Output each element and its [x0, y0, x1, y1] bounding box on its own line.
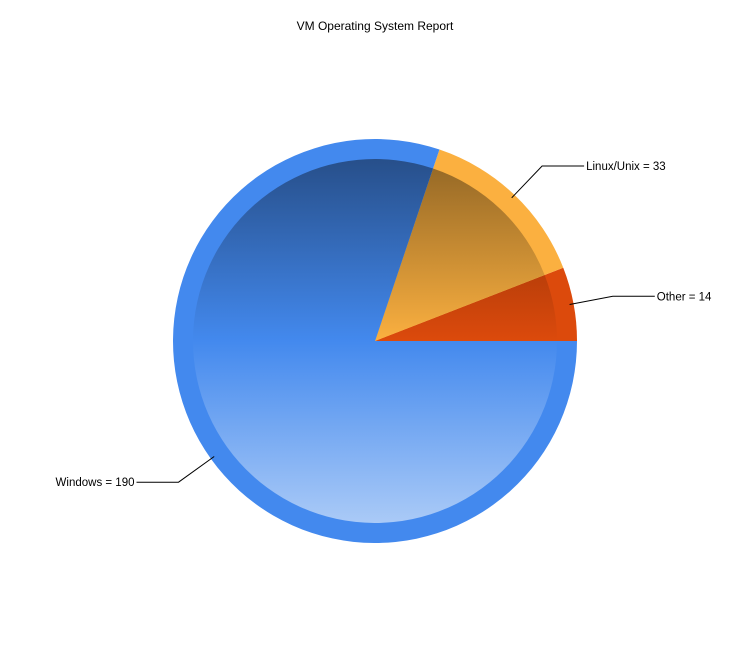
pie-slice-face-windows [193, 158, 557, 523]
leader-line-windows [136, 456, 215, 483]
leader-line-other [569, 295, 655, 305]
data-label-linux-unix: Linux/Unix = 33 [586, 161, 666, 173]
pie-slice-face-linux-unix [375, 168, 545, 341]
chart-title: VM Operating System Report [296, 19, 454, 33]
pie-slice-face-other [375, 274, 557, 341]
pie-slice-other [375, 267, 577, 341]
data-label-windows: Windows = 190 [56, 477, 135, 489]
data-label-other: Other = 14 [657, 291, 712, 303]
leader-line-linux-unix [511, 165, 585, 199]
pie-slice-linux-unix [375, 149, 564, 341]
pie-slice-windows [172, 138, 577, 543]
